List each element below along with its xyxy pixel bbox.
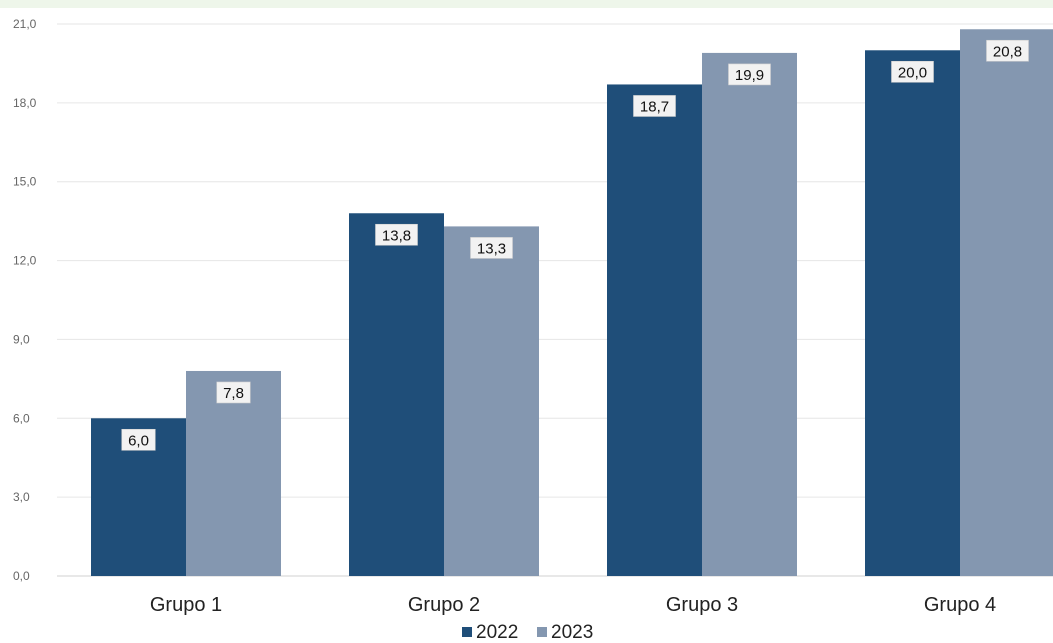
data-label-box [121,428,156,451]
y-tick-label: 21,0 [13,17,37,31]
bar-2022-grupo-4 [865,50,960,577]
y-tick-label: 15,0 [13,175,37,189]
data-label-box [986,39,1029,62]
data-label: 19,9 [735,67,764,84]
y-tick-label: 12,0 [13,254,37,268]
category-label: Grupo 4 [924,594,996,616]
legend-swatch-2022 [462,627,472,637]
data-label: 13,8 [382,227,411,244]
bar-2023-grupo-4 [960,29,1053,577]
data-label: 18,7 [640,98,669,115]
category-label: Grupo 1 [150,594,222,616]
data-label: 13,3 [477,240,506,257]
bar-2023-grupo-3 [702,52,797,576]
legend-label-2022: 2022 [476,622,518,643]
bar-2022-grupo-3 [607,84,702,576]
y-tick-label: 18,0 [13,96,37,110]
data-label: 20,8 [993,43,1022,60]
data-label: 20,0 [898,64,927,81]
category-label: Grupo 3 [666,594,738,616]
y-tick-label: 3,0 [13,490,30,504]
data-label-box [470,237,513,259]
data-label-box [375,223,418,246]
category-label: Grupo 2 [408,594,480,616]
data-label-box [216,381,251,404]
legend-label-2023: 2023 [551,622,593,643]
bar-2023-grupo-1 [186,370,281,576]
data-label: 7,8 [223,385,244,402]
y-tick-label: 0,0 [13,569,30,583]
data-label: 6,0 [128,432,149,449]
data-label-box [633,95,676,117]
data-label-box [728,63,771,86]
legend-swatch-2023 [537,627,547,637]
y-tick-label: 9,0 [13,332,30,346]
bar-2022-grupo-2 [349,213,444,576]
data-label-box [891,60,934,83]
bar-2023-grupo-2 [444,226,539,576]
y-tick-label: 6,0 [13,411,30,425]
